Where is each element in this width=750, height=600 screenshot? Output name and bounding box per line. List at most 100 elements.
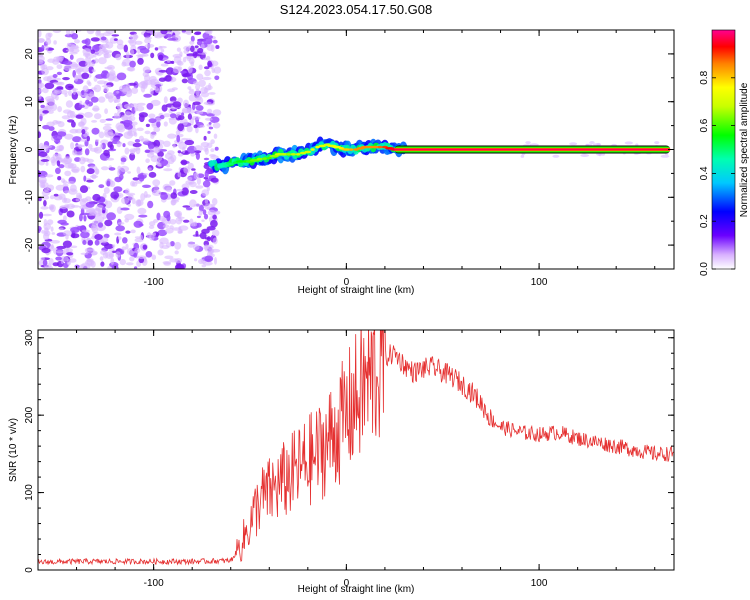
noise-speck [98, 131, 105, 139]
noise-speck [193, 32, 202, 36]
noise-speck [47, 98, 56, 106]
noise-speck [183, 99, 189, 108]
noise-speck [149, 233, 155, 241]
noise-speck [525, 141, 531, 145]
noise-speck [136, 102, 146, 106]
noise-speck [110, 191, 120, 199]
noise-speck [79, 100, 83, 106]
noise-speck [48, 258, 54, 265]
noise-speck [192, 101, 201, 106]
noise-speck [60, 90, 68, 95]
noise-speck [137, 48, 141, 54]
noise-speck [167, 38, 177, 41]
noise-speck [84, 247, 95, 254]
noise-speck [101, 70, 109, 74]
noise-speck [104, 123, 112, 126]
noise-speck [156, 120, 161, 128]
noise-speck [125, 51, 130, 60]
noise-speck [123, 44, 128, 53]
noise-speck [127, 141, 134, 146]
noise-speck [122, 143, 126, 148]
noise-speck [207, 60, 213, 67]
noise-speck [131, 198, 136, 205]
noise-speck [132, 177, 140, 181]
x-tick-label: 0 [344, 277, 350, 288]
noise-speck [167, 150, 175, 155]
noise-speck [79, 213, 83, 222]
noise-speck [96, 30, 101, 36]
noise-speck [98, 57, 107, 65]
noise-speck [64, 170, 72, 177]
noise-speck [155, 84, 162, 87]
noise-speck [102, 210, 106, 214]
noise-speck [90, 96, 99, 103]
noise-speck [213, 133, 218, 139]
noise-speck [42, 110, 49, 114]
noise-speck [144, 149, 151, 154]
noise-speck [71, 48, 80, 53]
noise-speck [102, 32, 112, 36]
noise-speck [98, 96, 106, 103]
noise-speck [68, 85, 74, 89]
noise-speck [149, 88, 154, 96]
bottom-x-axis-ticks: -100 0 100 [37, 330, 656, 589]
noise-speck [208, 92, 216, 95]
noise-speck [86, 168, 95, 175]
noise-speck [116, 43, 125, 50]
noise-speck [155, 89, 162, 94]
noise-speck [66, 210, 75, 218]
noise-speck [52, 74, 58, 78]
noise-speck [115, 131, 119, 136]
noise-speck [127, 203, 131, 207]
noise-speck [70, 44, 79, 49]
noise-speck [187, 113, 192, 120]
noise-speck [105, 118, 114, 121]
noise-speck [130, 180, 136, 187]
noise-speck [660, 154, 670, 158]
noise-speck [91, 107, 100, 111]
noise-speck [81, 90, 85, 96]
noise-speck [140, 138, 149, 143]
bottom-y-axis-label: SNR (10 * v/v) [8, 418, 19, 482]
noise-speck [174, 241, 182, 250]
noise-speck [78, 104, 85, 109]
noise-speck [91, 127, 100, 135]
noise-speck [144, 43, 155, 48]
noise-speck [38, 88, 42, 94]
noise-speck [118, 85, 129, 92]
noise-speck [56, 245, 66, 250]
noise-speck [210, 44, 215, 52]
noise-speck [144, 36, 153, 40]
track-core [332, 145, 342, 149]
top-y-axis-label: Frequency (Hz) [8, 116, 19, 185]
noise-speck [52, 262, 59, 267]
noise-speck [55, 167, 61, 174]
noise-speck [183, 166, 190, 174]
noise-speck [133, 131, 138, 137]
noise-speck [115, 53, 122, 61]
noise-speck [132, 128, 137, 133]
noise-speck [198, 210, 203, 216]
x-tick-label: -100 [144, 277, 164, 288]
noise-speck [101, 85, 112, 88]
track-core [256, 157, 263, 161]
noise-speck [63, 65, 72, 71]
track-core [290, 153, 297, 156]
noise-speck [38, 30, 42, 38]
noise-speck [176, 60, 182, 66]
noise-speck [52, 81, 63, 85]
noise-speck [89, 91, 95, 98]
noise-speck [75, 114, 84, 119]
noise-speck [134, 247, 141, 254]
noise-speck [212, 237, 218, 245]
noise-speck [203, 213, 209, 220]
noise-speck [163, 168, 173, 172]
noise-speck [62, 240, 72, 248]
noise-speck [163, 96, 168, 104]
noise-speck [207, 209, 216, 216]
noise-speck [172, 66, 182, 74]
noise-speck [188, 181, 193, 185]
noise-speck [100, 36, 107, 41]
noise-speck [106, 180, 111, 187]
